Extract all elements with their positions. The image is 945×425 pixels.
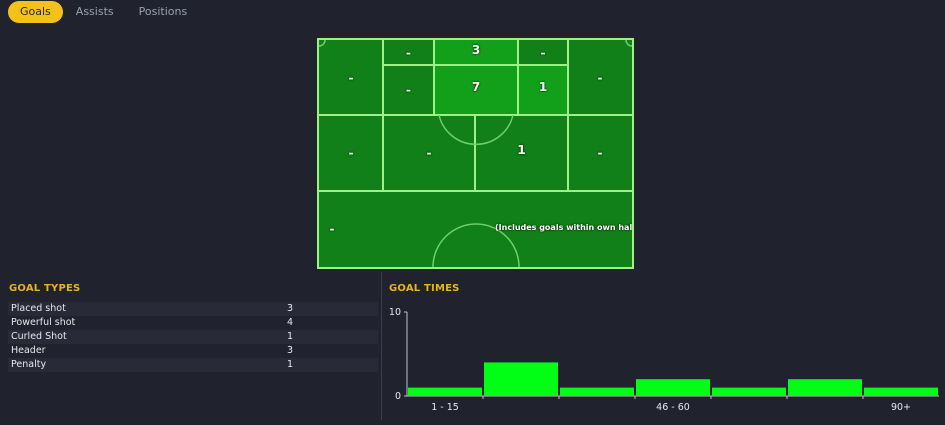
zone-box-center: 7	[471, 80, 481, 94]
zone-box-left: -	[406, 83, 411, 97]
zone-mid-right: -	[597, 146, 603, 160]
tab-assists[interactable]: Assists	[75, 5, 114, 18]
list-item: Penalty 1	[8, 358, 378, 372]
goal-type-name: Curled Shot	[11, 331, 67, 342]
tab-positions[interactable]: Positions	[138, 5, 188, 18]
zone-mid-left: -	[348, 146, 354, 160]
zone-box-right-bg	[518, 65, 568, 115]
zone-wing-top-right: -	[597, 70, 603, 85]
goal-type-name: Header	[11, 345, 46, 356]
zone-six-yard-right: -	[540, 45, 546, 60]
y-tick-label: 10	[389, 307, 401, 318]
goal-type-value: 1	[287, 331, 294, 342]
y-tick-label: 0	[395, 391, 401, 402]
goal-times-title: GOAL TIMES	[389, 283, 460, 294]
bar-4	[636, 379, 710, 396]
zone-six-yard-center: 3	[471, 43, 481, 57]
goal-types-list: Placed shot 3 Powerful shot 4 Curled Sho…	[8, 302, 378, 372]
goal-types-title: GOAL TYPES	[9, 283, 81, 294]
bar-7	[864, 387, 938, 396]
zone-box-center-bg	[434, 65, 518, 115]
goal-type-name: Powerful shot	[11, 317, 76, 328]
bar-5	[712, 387, 786, 396]
own-half-note: (Includes goals within own half)	[495, 223, 634, 232]
bar-6	[788, 379, 862, 396]
zone-six-yard-left: -	[406, 45, 411, 60]
tab-bar: Goals Assists Positions	[8, 1, 200, 23]
tab-goals[interactable]: Goals	[8, 1, 63, 23]
list-item: Placed shot 3	[8, 302, 378, 316]
x-tick-label: 1 - 15	[431, 402, 459, 413]
pitch-lines	[319, 40, 632, 267]
list-item: Powerful shot 4	[8, 316, 378, 330]
zone-six-yard-center-bg	[434, 40, 518, 65]
zone-box-right: 1	[538, 80, 548, 94]
zone-mid-center-left: -	[426, 146, 432, 160]
bar-3	[560, 387, 634, 396]
zone-own-half: -	[329, 222, 335, 236]
list-item: Curled Shot 1	[8, 330, 378, 344]
goal-type-value: 3	[287, 303, 294, 314]
x-tick-label: 90+	[891, 402, 911, 413]
panel-divider	[381, 272, 382, 420]
goal-type-value: 4	[287, 317, 294, 328]
x-tick-label: 46 - 60	[656, 402, 690, 413]
bar-2	[484, 362, 558, 396]
goal-type-value: 3	[287, 345, 294, 356]
list-item: Header 3	[8, 344, 378, 358]
bar-1	[408, 387, 482, 396]
goal-type-name: Penalty	[11, 359, 47, 370]
goal-zone-pitch: - 3 - - 7 1 - - - - 1 - - (Includes goal…	[317, 38, 634, 269]
goal-type-value: 1	[287, 359, 294, 370]
goal-type-name: Placed shot	[11, 303, 66, 314]
goal-times-chart: 0 10 1 - 15 46 - 60 90+	[389, 307, 939, 413]
zone-mid-center-right: 1	[517, 143, 526, 157]
zone-wing-top-left: -	[348, 70, 354, 85]
